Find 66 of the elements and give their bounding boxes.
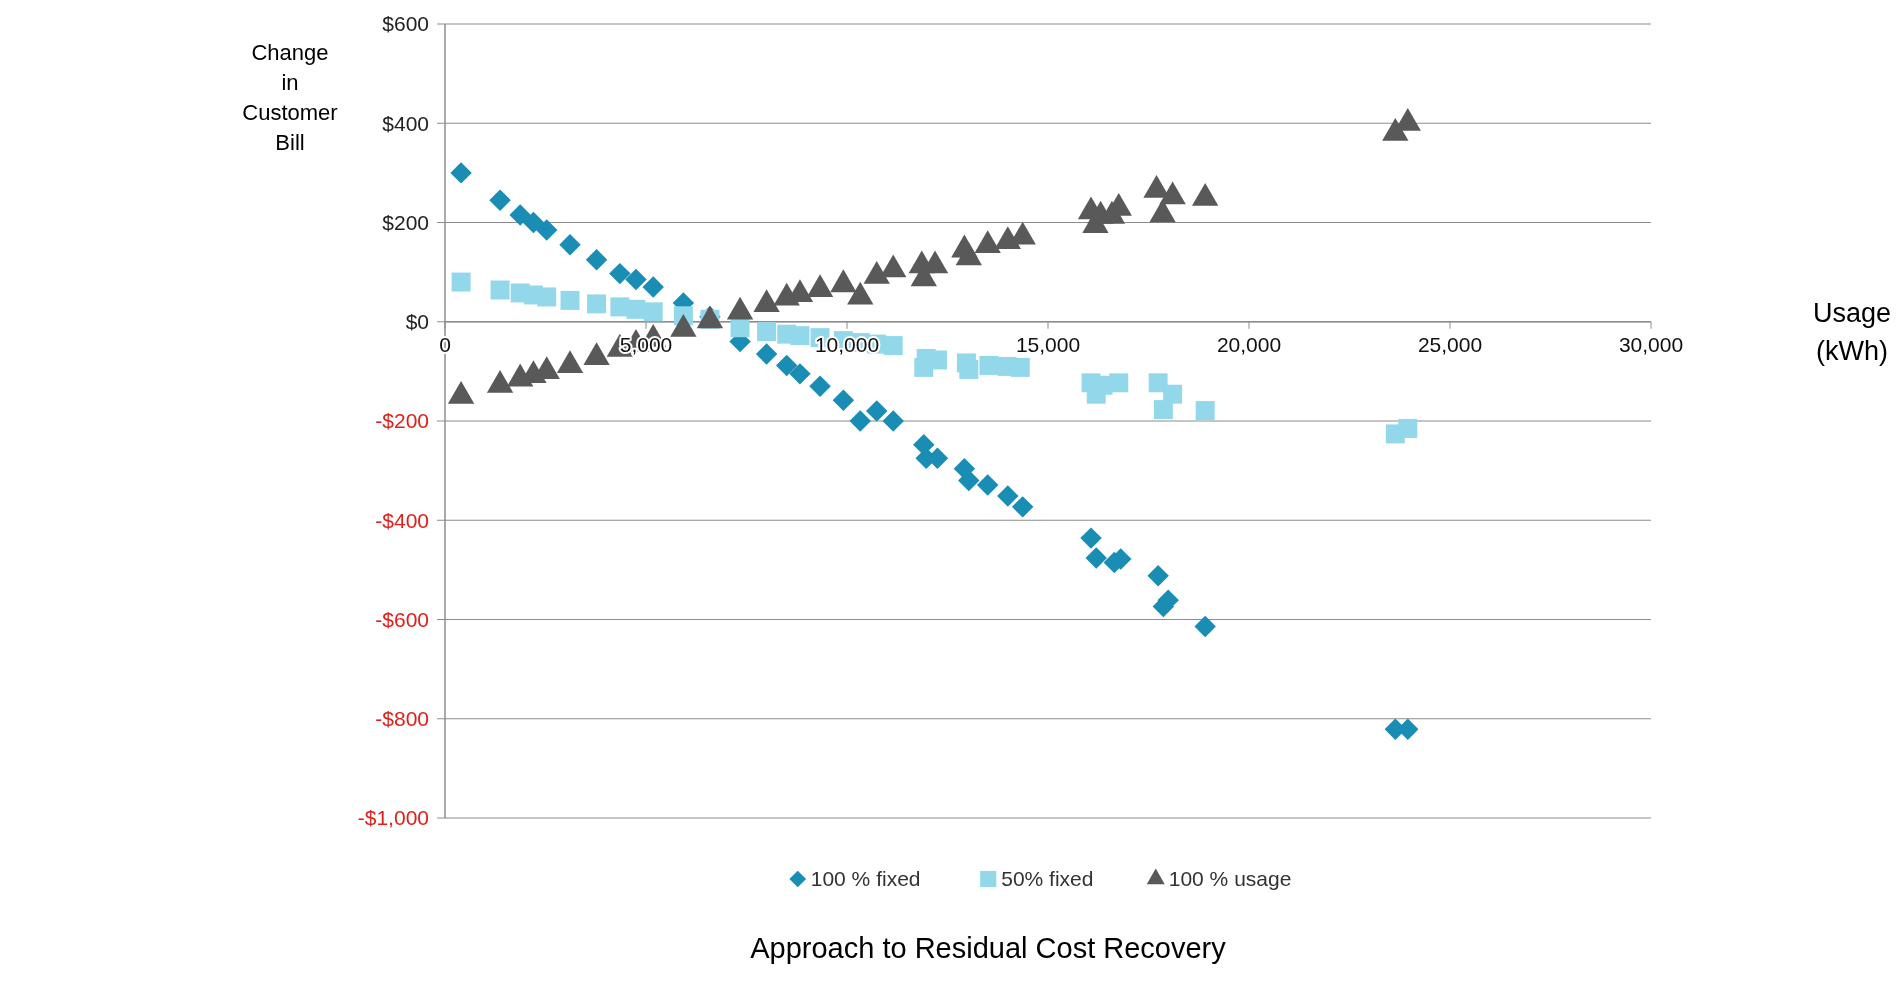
point — [451, 272, 471, 292]
x-tick-label: 25,000 — [1417, 332, 1483, 356]
point — [490, 280, 510, 300]
point — [609, 262, 631, 285]
point — [809, 375, 831, 397]
point — [775, 354, 798, 377]
point — [537, 287, 557, 307]
point — [509, 204, 531, 226]
y-tick-label: $400 — [382, 111, 429, 135]
point — [1148, 373, 1168, 393]
point — [559, 234, 581, 256]
x-tick-label: 15,000 — [1015, 332, 1081, 356]
x-tick-label: 10,000 — [814, 332, 880, 356]
point — [997, 485, 1019, 507]
point — [976, 474, 999, 496]
y-tick-label: $200 — [382, 210, 429, 234]
y-tick-label: -$800 — [375, 707, 429, 731]
point — [866, 400, 888, 422]
point — [1085, 547, 1107, 569]
point — [1398, 418, 1418, 438]
point — [959, 359, 979, 379]
point — [882, 410, 904, 432]
point — [1011, 496, 1034, 518]
point — [1080, 527, 1102, 549]
point — [560, 290, 580, 310]
point — [1194, 615, 1216, 638]
point — [958, 469, 980, 492]
point — [1010, 357, 1030, 377]
point — [522, 211, 545, 234]
point — [489, 189, 511, 211]
point — [642, 276, 664, 298]
point — [730, 318, 750, 338]
point — [587, 294, 607, 314]
point — [849, 410, 871, 432]
point — [883, 336, 903, 356]
point — [585, 248, 608, 271]
x-tick-label: 0 — [439, 332, 451, 356]
point — [755, 343, 778, 365]
y-tick-label: -$600 — [375, 607, 429, 631]
y-axis-title: Change in Customer Bill — [242, 40, 338, 155]
y-tick-label: -$200 — [375, 409, 429, 433]
y-tick-label: -$400 — [375, 508, 429, 532]
point — [535, 219, 558, 241]
x-tick-label: 20,000 — [1216, 332, 1282, 356]
point — [1109, 373, 1129, 393]
point — [626, 299, 646, 319]
x-axis-title: Usage (kWh) — [1812, 297, 1892, 366]
y-tick-label: -$1,000 — [357, 806, 429, 830]
legend-label: 100 % fixed — [810, 867, 921, 891]
y-tick-label: $600 — [382, 12, 429, 36]
point — [1195, 401, 1215, 421]
point — [979, 355, 999, 375]
point — [789, 363, 811, 385]
y-tick-label: $0 — [405, 310, 429, 334]
point — [832, 389, 855, 411]
x-tick-label: 30,000 — [1618, 332, 1684, 356]
point — [757, 322, 777, 342]
point — [790, 326, 810, 346]
legend-label: 100 % usage — [1168, 867, 1292, 891]
point — [450, 162, 472, 184]
point — [625, 268, 647, 291]
legend-label: 50% fixed — [1001, 867, 1094, 891]
point — [1147, 565, 1169, 587]
point — [643, 302, 663, 322]
point — [1163, 384, 1183, 404]
legend-title: Approach to Residual Cost Recovery — [750, 932, 1227, 964]
